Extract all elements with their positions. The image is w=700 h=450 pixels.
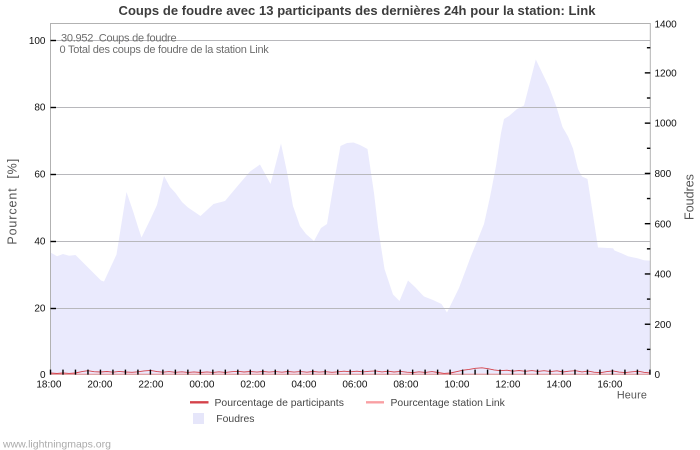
svg-text:08:00: 08:00 xyxy=(393,380,418,391)
svg-text:02:00: 02:00 xyxy=(240,380,265,391)
svg-text:16:00: 16:00 xyxy=(597,380,622,391)
svg-text:www.lightningmaps.org: www.lightningmaps.org xyxy=(2,438,111,450)
svg-text:80: 80 xyxy=(34,103,46,114)
svg-text:14:00: 14:00 xyxy=(546,380,571,391)
svg-text:22:00: 22:00 xyxy=(138,380,163,391)
svg-text:Pourcent [%]: Pourcent [%] xyxy=(5,158,19,245)
svg-text:Foudres: Foudres xyxy=(216,414,254,425)
svg-text:Pourcentage de participants: Pourcentage de participants xyxy=(215,398,344,409)
svg-text:20: 20 xyxy=(34,303,46,314)
svg-text:400: 400 xyxy=(655,270,672,281)
svg-text:600: 600 xyxy=(655,219,672,230)
svg-text:Coups de foudre avec 13 partic: Coups de foudre avec 13 participants des… xyxy=(119,3,597,18)
svg-text:18:00: 18:00 xyxy=(36,380,61,391)
svg-text:1400: 1400 xyxy=(655,20,678,31)
svg-text:Pourcentage station Link: Pourcentage station Link xyxy=(391,398,506,409)
svg-text:Foudres: Foudres xyxy=(682,174,696,220)
svg-text:60: 60 xyxy=(34,170,46,181)
svg-text:0: 0 xyxy=(40,370,46,381)
svg-text:30.952 Coups de foudre: 30.952 Coups de foudre xyxy=(61,32,176,44)
svg-text:0 Total des coups de foudre de: 0 Total des coups de foudre de la statio… xyxy=(60,44,270,56)
svg-text:0: 0 xyxy=(655,370,661,381)
svg-text:20:00: 20:00 xyxy=(87,380,112,391)
svg-text:1200: 1200 xyxy=(655,68,678,79)
svg-text:100: 100 xyxy=(29,36,46,47)
svg-text:10:00: 10:00 xyxy=(444,380,469,391)
svg-text:200: 200 xyxy=(655,320,672,331)
svg-text:04:00: 04:00 xyxy=(291,380,316,391)
svg-text:40: 40 xyxy=(34,237,46,248)
svg-text:00:00: 00:00 xyxy=(189,380,214,391)
svg-text:06:00: 06:00 xyxy=(342,380,367,391)
svg-text:Heure: Heure xyxy=(617,390,647,402)
svg-text:800: 800 xyxy=(655,169,672,180)
svg-text:1000: 1000 xyxy=(655,119,678,130)
svg-text:12:00: 12:00 xyxy=(495,380,520,391)
